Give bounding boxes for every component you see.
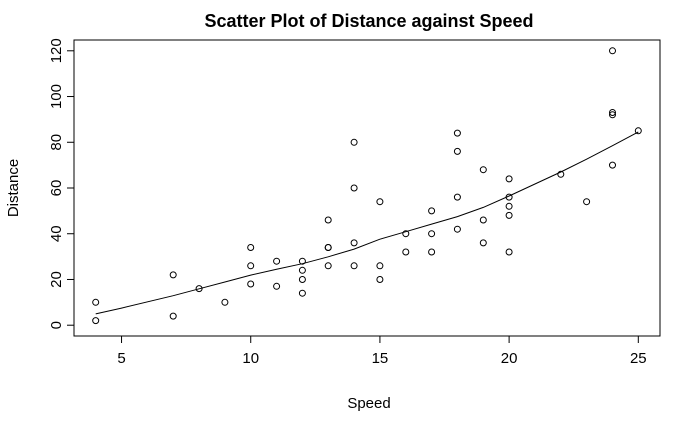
y-axis-label: Distance (5, 159, 22, 217)
x-tick-label: 20 (501, 350, 518, 367)
data-point (505, 211, 513, 219)
data-point (298, 289, 306, 297)
data-point (169, 312, 177, 320)
y-tick-label: 20 (48, 271, 65, 288)
data-point (376, 276, 384, 283)
x-axis-label: Speed (347, 395, 390, 412)
data-point (324, 244, 332, 251)
data-point (453, 225, 461, 233)
smooth-trend-line (95, 131, 639, 315)
data-point (609, 161, 616, 169)
y-tick-label: 0 (48, 321, 65, 329)
y-tick-label: 40 (48, 225, 65, 242)
data-point (247, 244, 255, 251)
data-point (453, 147, 461, 155)
data-point (402, 230, 410, 238)
data-point (479, 166, 487, 174)
y-tick-label: 120 (48, 38, 65, 63)
data-point (350, 184, 358, 192)
data-point (479, 239, 487, 247)
data-point (428, 248, 436, 256)
data-point (273, 257, 281, 265)
data-point (505, 202, 513, 210)
data-point (505, 193, 513, 201)
data-point (428, 230, 436, 238)
x-tick-label: 10 (242, 350, 259, 367)
data-point (324, 262, 332, 270)
data-point (298, 276, 306, 283)
data-point (609, 111, 616, 119)
data-point (169, 271, 177, 279)
data-points (92, 47, 642, 325)
data-point (376, 198, 384, 206)
data-point (453, 193, 461, 201)
data-point (609, 47, 616, 55)
chart-title: Scatter Plot of Distance against Speed (204, 11, 533, 31)
data-point (221, 298, 229, 306)
y-axis: 0 20 40 60 80 100 120 (48, 38, 75, 329)
x-tick-label: 15 (372, 350, 389, 367)
data-point (376, 262, 384, 270)
data-point (505, 248, 513, 256)
data-point (557, 170, 565, 178)
data-point (247, 280, 255, 288)
data-point (453, 129, 461, 137)
data-point (350, 138, 358, 146)
data-point (298, 266, 306, 274)
x-tick-label: 25 (630, 350, 647, 367)
x-axis: 5 10 15 20 25 (117, 335, 647, 367)
data-point (350, 262, 358, 270)
data-point (195, 285, 203, 293)
data-point (273, 282, 281, 290)
data-point (428, 207, 436, 215)
x-tick-label: 5 (117, 350, 125, 367)
data-point (402, 248, 410, 256)
data-point (609, 109, 616, 116)
data-point (479, 216, 487, 224)
data-point (247, 262, 255, 270)
y-tick-label: 80 (48, 134, 65, 151)
data-point (583, 198, 591, 206)
data-point (350, 239, 358, 247)
data-point (92, 317, 100, 325)
data-point (634, 127, 642, 135)
data-point (298, 257, 306, 265)
data-point (92, 298, 100, 306)
data-point (505, 175, 513, 183)
data-point (324, 216, 332, 224)
plot-frame (73, 39, 661, 337)
y-tick-label: 100 (48, 84, 65, 109)
y-tick-label: 60 (48, 180, 65, 197)
